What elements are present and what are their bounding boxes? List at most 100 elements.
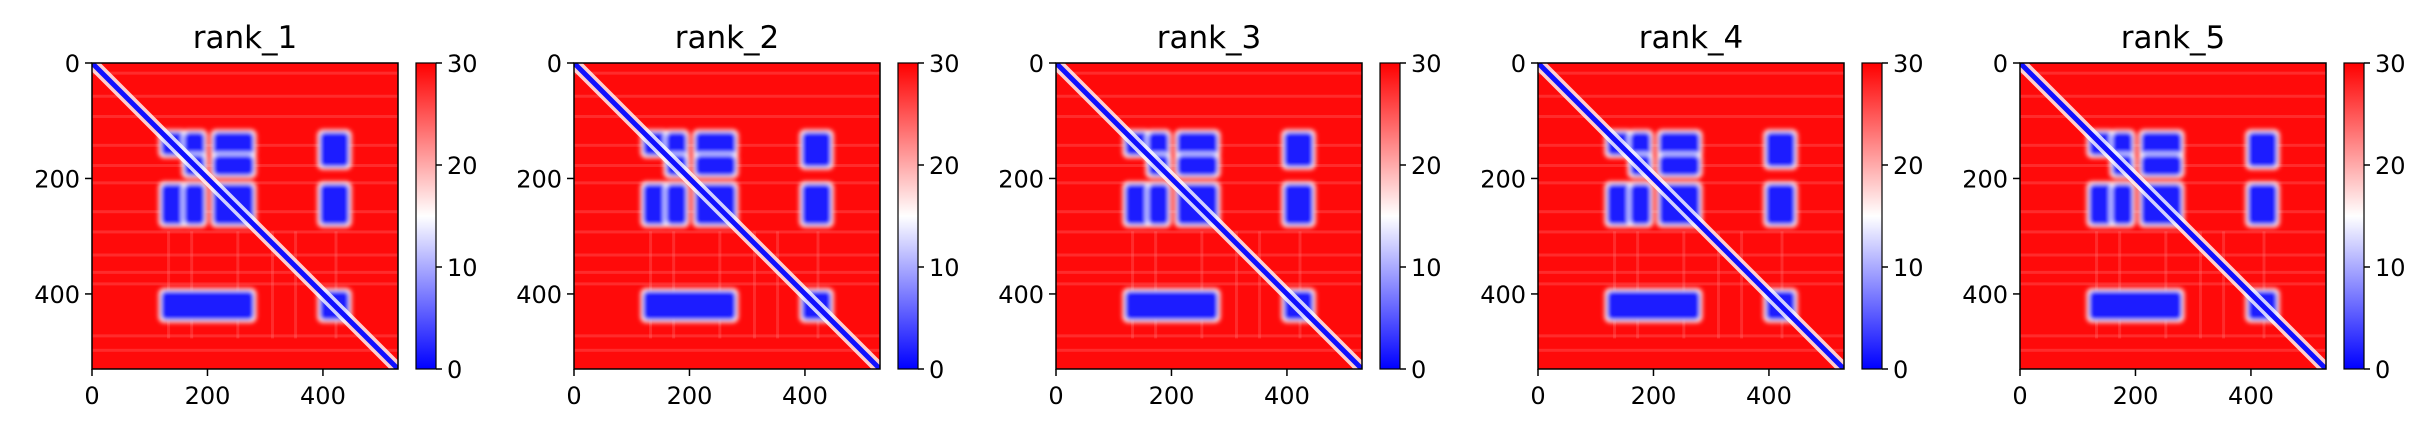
contact-block (695, 132, 736, 156)
texture-streak (1538, 114, 1844, 118)
contact-block (643, 184, 667, 225)
contact-block (2112, 184, 2133, 225)
y-tick-label: 200 (516, 165, 562, 193)
x-tick-label: 200 (1149, 382, 1195, 410)
contact-block (320, 132, 349, 167)
colorbar (416, 63, 436, 369)
contact-block (1607, 291, 1700, 320)
texture-streak (2020, 114, 2326, 118)
texture-streak (270, 231, 274, 339)
texture-streak (1716, 231, 1720, 339)
plot-frame (2019, 62, 2327, 370)
contact-block (1766, 184, 1795, 225)
plot-frame (1055, 62, 1363, 370)
plot-frame (91, 62, 399, 370)
heatmap-panel-4: rank_4 0 200 400 0 200 400 0 10 20 30 (1480, 20, 1923, 410)
y-tick-label: 400 (1480, 281, 1526, 309)
y-tick-label: 0 (65, 50, 80, 78)
texture-streak (574, 71, 880, 75)
colorbar-tick-label: 30 (1411, 50, 1442, 78)
texture-streak (1538, 282, 1844, 286)
texture-streak (2020, 253, 2326, 257)
texture-streak (1258, 231, 1262, 339)
texture-streak (718, 231, 722, 339)
contact-block (1284, 132, 1313, 167)
texture-streak (92, 334, 398, 338)
texture-streak (672, 231, 676, 339)
texture-streak (2118, 231, 2122, 339)
x-tick-label: 0 (1530, 382, 1545, 410)
colorbar-tick-label: 0 (2375, 356, 2390, 384)
texture-streak (92, 114, 398, 118)
texture-streak (1538, 253, 1844, 257)
texture-streak (294, 231, 298, 339)
texture-streak (2020, 334, 2326, 338)
texture-streak (1538, 230, 1844, 234)
texture-streak (1200, 231, 1204, 339)
x-tick-label: 200 (1631, 382, 1677, 410)
x-tick-label: 0 (2012, 382, 2027, 410)
contact-block (213, 155, 254, 176)
colorbar-frame (1379, 62, 1401, 370)
colorbar-tick-label: 20 (447, 152, 478, 180)
contact-block (1177, 132, 1218, 156)
texture-streak (1613, 231, 1617, 339)
texture-streak (2020, 270, 2326, 274)
texture-streak (1234, 231, 1238, 339)
texture-streak (2222, 231, 2226, 339)
panel-title: rank_4 (1639, 20, 1744, 56)
texture-streak (816, 231, 820, 339)
texture-streak (1780, 231, 1784, 339)
panel-title: rank_2 (675, 20, 780, 56)
colorbar-tick-label: 0 (1411, 356, 1426, 384)
y-tick-label: 200 (34, 165, 80, 193)
colorbar-tick-label: 30 (2375, 50, 2406, 78)
y-tick-label: 400 (1962, 281, 2008, 309)
diagonal-line (1538, 63, 1844, 369)
contact-block (1125, 184, 1149, 225)
texture-streak (190, 231, 194, 339)
contact-block (802, 132, 831, 167)
colorbar-tick-label: 10 (1411, 254, 1442, 282)
contact-block (666, 184, 687, 225)
colorbar-tick-label: 10 (1893, 254, 1924, 282)
contact-block (1659, 132, 1700, 156)
contact-block (161, 184, 185, 225)
texture-streak (92, 230, 398, 234)
texture-streak (2262, 231, 2266, 339)
x-tick-label: 400 (300, 382, 346, 410)
texture-streak (1538, 270, 1844, 274)
y-tick-label: 400 (34, 281, 80, 309)
texture-streak (574, 270, 880, 274)
contact-blocks (1604, 129, 1798, 323)
colorbar-tick-label: 10 (2375, 254, 2406, 282)
diagonal-line (574, 63, 880, 369)
texture-streak (2164, 231, 2168, 339)
texture-streak (776, 231, 780, 339)
contact-block (184, 184, 205, 225)
heatmap-panel-5: rank_5 0 200 400 0 200 400 0 10 20 30 (1962, 20, 2405, 410)
contact-block (1766, 132, 1795, 167)
colorbar (1380, 63, 1400, 369)
texture-streak (574, 114, 880, 118)
contact-block (1607, 184, 1631, 225)
colorbar-tick-label: 20 (929, 152, 960, 180)
contact-block (1284, 184, 1313, 225)
colorbar-tick-label: 0 (1893, 356, 1908, 384)
texture-streak (2020, 71, 2326, 75)
colorbar-tick-label: 20 (1893, 152, 1924, 180)
texture-streak (2020, 348, 2326, 352)
contact-block (1177, 155, 1218, 176)
colorbar-tick-label: 0 (929, 356, 944, 384)
contact-block (2089, 184, 2113, 225)
texture-streak (1154, 231, 1158, 339)
y-tick-label: 200 (998, 165, 1044, 193)
contact-block (2141, 132, 2182, 156)
contact-block (320, 184, 349, 225)
contact-block (2248, 132, 2277, 167)
texture-streak (2095, 231, 2099, 339)
colorbar-tick-label: 30 (1893, 50, 1924, 78)
y-tick-label: 0 (1511, 50, 1526, 78)
colorbar-tick-label: 20 (1411, 152, 1442, 180)
texture-streak (1298, 231, 1302, 339)
